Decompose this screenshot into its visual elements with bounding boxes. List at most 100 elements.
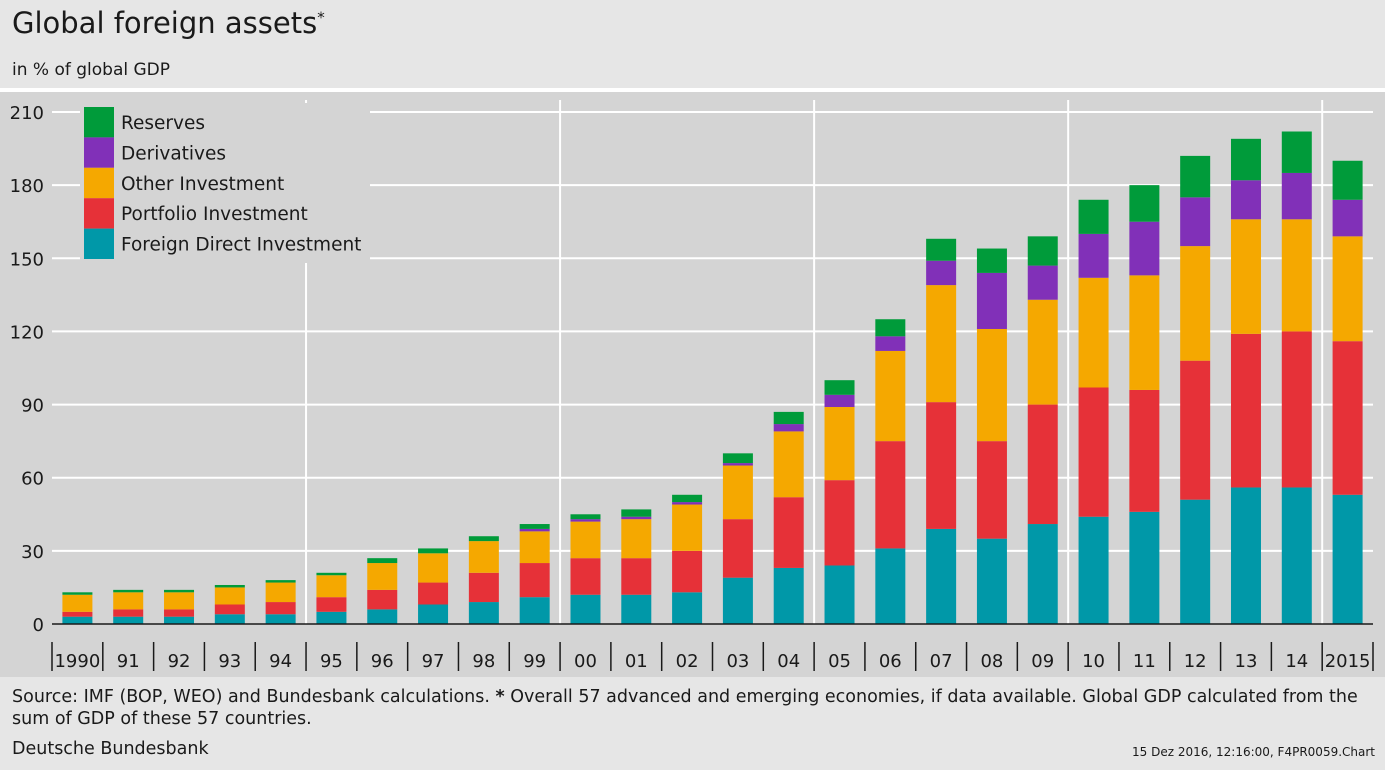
bar-segment-reserves [773,411,804,425]
bar-segment-portfolio-investment [1180,360,1211,500]
bar-segment-reserves [722,453,753,464]
x-tick-label: 98 [472,651,495,672]
bar-segment-other-investment [62,594,93,612]
bar-segment-portfolio-investment [672,550,703,593]
bar-segment-derivatives [621,516,652,520]
bar-segment-portfolio-investment [1129,389,1160,512]
y-tick-label: 150 [10,249,44,270]
bar-segment-other-investment [1281,219,1312,332]
bar-segment-portfolio-investment [214,604,245,615]
bar-segment-other-investment [367,563,398,590]
source-footnote-marker: * [495,687,505,707]
y-tick-label: 210 [10,103,44,124]
bar-segment-portfolio-investment [1281,331,1312,488]
bar-segment-other-investment [519,531,550,564]
bar-segment-other-investment [214,587,245,605]
title-text: Global foreign assets [12,6,318,40]
x-tick-label: 02 [676,651,699,672]
bar-segment-portfolio-investment [824,480,855,566]
bar-segment-portfolio-investment [316,597,347,612]
bar-segment-reserves [418,548,449,554]
bar-segment-other-investment [1180,246,1211,361]
bar-segment-other-investment [265,582,296,603]
bar-segment-foreign-direct-investment [722,577,753,624]
bar-segment-derivatives [1332,199,1363,237]
bar-segment-portfolio-investment [875,441,906,549]
bar-segment-foreign-direct-investment [1129,511,1160,624]
bar-segment-portfolio-investment [1078,387,1109,517]
x-tick-label: 92 [168,651,191,672]
bar-segment-reserves [672,494,703,503]
bar-segment-foreign-direct-investment [519,597,550,624]
bar-segment-derivatives [875,336,906,351]
bar-segment-derivatives [1230,180,1261,220]
bar-segment-portfolio-investment [164,609,195,617]
bar-segment-reserves [1027,236,1058,266]
legend-label: Portfolio Investment [121,204,308,225]
bar-segment-portfolio-investment [570,558,601,595]
x-tick-label: 09 [1031,651,1054,672]
chart-title: Global foreign assets* [12,6,325,40]
legend-swatch [84,228,114,259]
bar-segment-foreign-direct-investment [265,614,296,624]
bar-segment-reserves [1281,131,1312,173]
bar-segment-derivatives [570,519,601,522]
legend-label: Derivatives [121,143,226,164]
bar-segment-foreign-direct-investment [1332,494,1363,624]
x-tick-label: 00 [574,651,597,672]
bar-segment-reserves [62,592,93,595]
bar-segment-portfolio-investment [773,497,804,568]
bar-segment-reserves [621,509,652,517]
bar-segment-portfolio-investment [367,589,398,610]
bar-segment-other-investment [672,504,703,551]
x-tick-label: 04 [777,651,800,672]
bar-segment-other-investment [1027,299,1058,405]
bar-segment-other-investment [570,521,601,559]
bar-segment-portfolio-investment [1332,341,1363,495]
legend-swatch [84,167,114,199]
bar-segment-foreign-direct-investment [62,616,93,624]
bar-segment-other-investment [976,328,1007,442]
bar-segment-foreign-direct-investment [875,548,906,624]
bar-segment-portfolio-investment [468,572,499,603]
bar-segment-derivatives [1281,172,1312,220]
bar-segment-foreign-direct-investment [367,609,398,624]
bar-segment-foreign-direct-investment [468,602,499,624]
bar-segment-foreign-direct-investment [621,594,652,624]
header-divider [0,88,1385,92]
bar-segment-portfolio-investment [1027,404,1058,525]
legend-label: Other Investment [121,174,284,195]
bar-segment-portfolio-investment [926,402,957,529]
bar-segment-foreign-direct-investment [926,528,957,624]
bar-segment-other-investment [1078,277,1109,388]
bar-segment-reserves [468,536,499,542]
bar-segment-other-investment [926,285,957,403]
x-tick-label: 06 [879,651,902,672]
bar-segment-foreign-direct-investment [1230,487,1261,624]
y-tick-label: 120 [10,322,44,343]
x-tick-label: 03 [726,651,749,672]
bar-segment-other-investment [113,592,144,610]
bar-segment-other-investment [621,519,652,559]
x-tick-label: 14 [1285,651,1308,672]
bar-segment-portfolio-investment [62,611,93,617]
bar-segment-portfolio-investment [1230,333,1261,488]
bar-segment-portfolio-investment [418,582,449,605]
x-tick-label: 05 [828,651,851,672]
legend-label: Reserves [121,113,205,134]
bar-segment-reserves [214,584,245,588]
bar-segment-reserves [824,380,855,395]
bar-segment-reserves [1129,185,1160,222]
bar-segment-reserves [1332,160,1363,200]
legend-box [80,103,370,263]
bar-segment-foreign-direct-investment [1281,487,1312,624]
y-tick-label: 60 [21,469,44,490]
x-tick-label: 91 [117,651,140,672]
bar-segment-reserves [1180,155,1211,198]
legend-label: Foreign Direct Investment [121,235,361,256]
bar-segment-reserves [519,524,550,529]
bar-segment-derivatives [976,272,1007,329]
bar-segment-foreign-direct-investment [824,565,855,624]
bar-segment-reserves [367,558,398,564]
